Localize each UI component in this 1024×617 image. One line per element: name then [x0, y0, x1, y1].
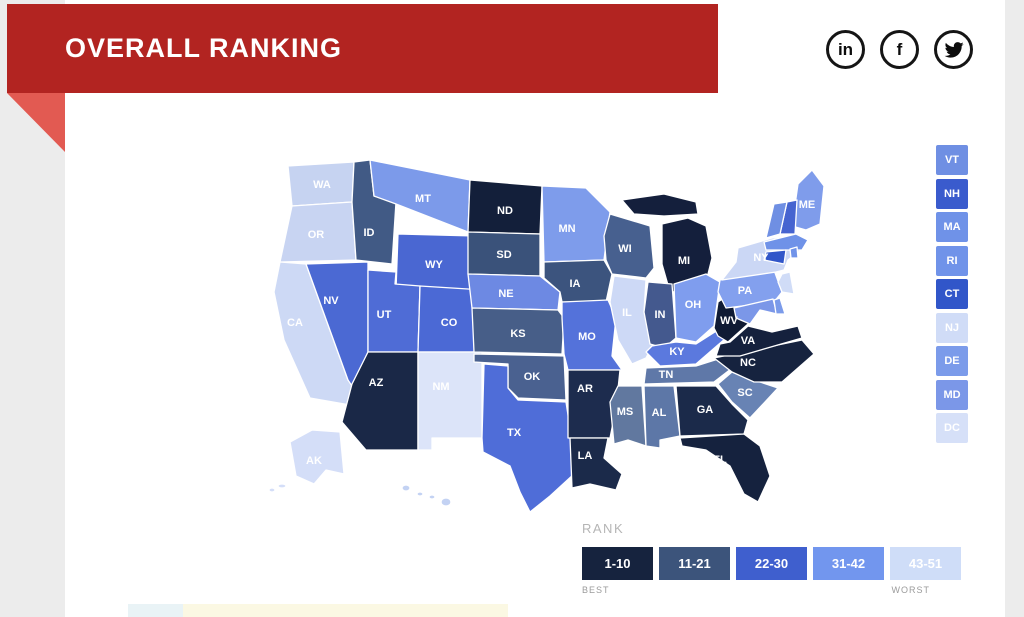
panel-label-MA: MA [943, 221, 961, 233]
state-MD[interactable] [733, 298, 778, 325]
state-RI[interactable] [789, 246, 799, 259]
legend-swatches: 1-10 11-21 22-30 31-42 43-51 [582, 547, 972, 580]
panel-state-DC[interactable]: DC [936, 413, 968, 443]
small-states-panel: VT NH MA RI CT NJ DE MD DC [936, 145, 968, 443]
next-section-edge [128, 604, 508, 617]
state-WA[interactable] [287, 161, 355, 207]
legend-bucket-31-42: 31-42 [813, 547, 884, 580]
state-FL[interactable] [679, 433, 771, 503]
legend-bucket-11-21: 11-21 [659, 547, 730, 580]
state-MI-upper[interactable] [621, 193, 699, 217]
state-MI[interactable] [661, 217, 713, 293]
state-HI[interactable] [401, 484, 411, 492]
state-KS[interactable] [471, 307, 565, 355]
legend-best-label: BEST [582, 585, 610, 595]
state-HI[interactable] [440, 497, 452, 507]
panel-label-DE: DE [944, 355, 960, 367]
state-ME[interactable] [791, 169, 825, 231]
facebook-share-button[interactable]: f [880, 30, 919, 69]
twitter-share-button[interactable] [934, 30, 973, 69]
state-VT[interactable] [765, 201, 788, 239]
state-NM[interactable] [417, 351, 483, 451]
legend-bucket-1-10: 1-10 [582, 547, 653, 580]
page-title: OVERALL RANKING [65, 33, 343, 63]
legend-endpoints: BEST WORST [582, 585, 972, 595]
linkedin-share-button[interactable]: in [826, 30, 865, 69]
state-WY[interactable] [395, 233, 475, 293]
state-HI[interactable] [428, 494, 436, 500]
state-GA[interactable] [675, 385, 749, 437]
state-DE[interactable] [773, 297, 786, 315]
panel-label-CT: CT [944, 288, 960, 300]
panel-label-MD: MD [943, 388, 961, 401]
banner-fold-ribbon [7, 93, 65, 152]
linkedin-icon: in [837, 40, 854, 59]
social-share-bar: in f [826, 30, 973, 69]
panel-state-MD[interactable]: MD [936, 379, 968, 410]
state-OH[interactable] [673, 273, 721, 343]
legend-bucket-label: 43-51 [908, 556, 943, 571]
legend-bucket-43-51: 43-51 [890, 547, 961, 580]
panel-state-NH[interactable]: NH [936, 178, 968, 209]
state-NJ[interactable] [777, 271, 795, 295]
rank-legend: RANK 1-10 11-21 22-30 31-42 43-51 BEST W… [582, 521, 972, 595]
facebook-icon: f [896, 40, 903, 59]
state-OR[interactable] [279, 201, 357, 263]
state-LA[interactable] [569, 437, 623, 491]
state-WI[interactable] [603, 213, 655, 279]
panel-state-NJ[interactable]: NJ [936, 312, 968, 343]
state-IL[interactable] [609, 275, 657, 365]
state-HI[interactable] [416, 491, 424, 497]
state-MS[interactable] [609, 385, 647, 447]
section-banner: OVERALL RANKING [7, 4, 718, 93]
panel-state-CT[interactable]: CT [936, 279, 968, 309]
legend-worst-label: WORST [891, 585, 930, 595]
legend-title: RANK [582, 521, 625, 536]
panel-state-DE[interactable]: DE [936, 346, 968, 376]
us-choropleth-map: WA OR CA NV ID MT WY UT CO AZ NM ND SD N… [268, 140, 888, 532]
state-SD[interactable] [467, 231, 541, 277]
panel-label-RI: RI [946, 254, 958, 267]
panel-state-MA[interactable]: MA [936, 212, 968, 242]
state-AL[interactable] [643, 385, 681, 449]
twitter-icon [944, 41, 964, 58]
legend-bucket-label: 22-30 [754, 556, 789, 571]
state-AK[interactable] [289, 429, 345, 485]
state-CT[interactable] [763, 249, 787, 265]
legend-bucket-label: 1-10 [604, 556, 631, 571]
state-ND[interactable] [467, 179, 543, 235]
state-NE[interactable] [467, 273, 561, 311]
panel-label-NJ: NJ [944, 321, 960, 334]
state-MA[interactable] [763, 233, 809, 251]
ak-aleutian-island [268, 487, 276, 493]
state-MT[interactable] [369, 159, 471, 233]
panel-label-NH: NH [944, 187, 960, 200]
panel-state-RI[interactable]: RI [936, 245, 968, 276]
panel-state-VT[interactable]: VT [936, 145, 968, 175]
ak-aleutian-island [277, 483, 287, 489]
legend-bucket-label: 31-42 [831, 556, 866, 571]
state-IN[interactable] [643, 281, 677, 349]
state-VA[interactable] [715, 325, 803, 357]
state-NC[interactable] [713, 339, 815, 383]
legend-bucket-label: 11-21 [678, 556, 711, 571]
state-MN[interactable] [541, 185, 611, 263]
legend-bucket-22-30: 22-30 [736, 547, 807, 580]
panel-label-DC: DC [944, 422, 960, 434]
panel-label-VT: VT [944, 154, 960, 166]
